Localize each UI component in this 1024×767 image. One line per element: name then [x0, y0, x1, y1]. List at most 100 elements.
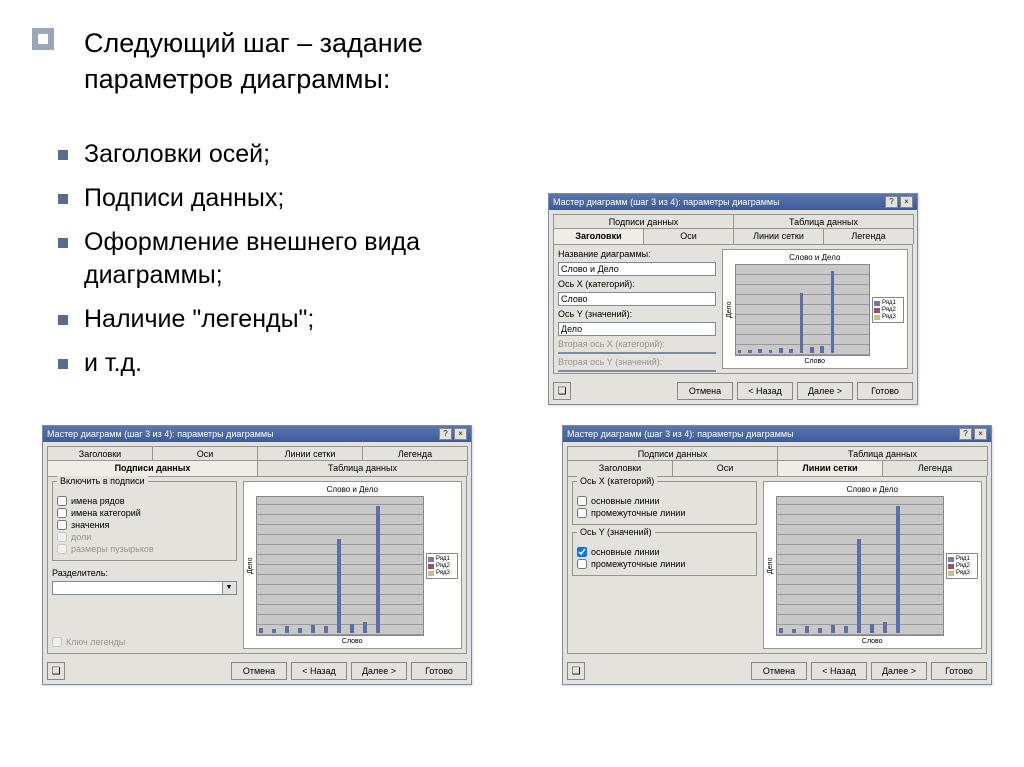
- tab-titles[interactable]: Заголовки: [567, 460, 673, 476]
- y-axis-group: Ось Y (значений) основные линии промежут…: [572, 532, 757, 576]
- preview-title: Слово и Дело: [726, 253, 905, 262]
- x-major-checkbox[interactable]: основные линии: [577, 496, 752, 506]
- help-button[interactable]: ?: [959, 428, 972, 440]
- y-minor-checkbox[interactable]: промежуточные линии: [577, 559, 752, 569]
- preview-title: Слово и Дело: [767, 485, 979, 494]
- y-axis-input[interactable]: Дело: [558, 322, 716, 336]
- preview-bar: [805, 626, 810, 633]
- tab-legend[interactable]: Легенда: [882, 460, 988, 476]
- bullet-item: Наличие "легенды";: [58, 303, 458, 337]
- preview-bar: [272, 629, 277, 633]
- preview-plot: [776, 496, 945, 636]
- preview-bar: [738, 350, 742, 353]
- separator-combo[interactable]: ▼: [52, 581, 237, 595]
- tab-axes[interactable]: Оси: [672, 460, 778, 476]
- x-axis-input[interactable]: Слово: [558, 292, 716, 306]
- y-major-checkbox[interactable]: основные линии: [577, 547, 752, 557]
- tab-axes[interactable]: Оси: [643, 228, 734, 244]
- cancel-button[interactable]: Отмена: [751, 662, 807, 680]
- bullet-text: Наличие "легенды";: [84, 303, 314, 337]
- next-button[interactable]: Далее >: [871, 662, 927, 680]
- group-title: Ось X (категорий): [577, 476, 657, 486]
- preview-bar: [324, 626, 329, 633]
- preview-bar: [831, 625, 836, 633]
- preview-bar: [844, 626, 849, 633]
- help-button[interactable]: ?: [439, 428, 452, 440]
- preview-bar: [779, 628, 784, 633]
- preview-bar: [363, 622, 368, 633]
- x-minor-checkbox[interactable]: промежуточные линии: [577, 508, 752, 518]
- bullet-icon: [58, 315, 68, 325]
- help-button[interactable]: ?: [885, 196, 898, 208]
- tab-data-table[interactable]: Таблица данных: [257, 460, 468, 476]
- dialog-data-labels: Мастер диаграмм (шаг 3 из 4): параметры …: [42, 425, 472, 685]
- label-option-checkbox: доли: [57, 532, 232, 542]
- bullet-item: Подписи данных;: [58, 182, 458, 216]
- dialog-gridlines: Мастер диаграмм (шаг 3 из 4): параметры …: [562, 425, 992, 685]
- preview-x-label: Слово: [767, 638, 979, 645]
- bullet-item: Оформление внешнего вида диаграммы;: [58, 226, 458, 294]
- cancel-button[interactable]: Отмена: [677, 382, 733, 400]
- label-option-checkbox[interactable]: имена рядов: [57, 496, 232, 506]
- include-in-labels-group: Включить в подписи имена рядов имена кат…: [52, 481, 237, 561]
- preview-bar: [337, 539, 342, 633]
- label-option-checkbox: размеры пузырьков: [57, 544, 232, 554]
- tab-gridlines[interactable]: Линии сетки: [733, 228, 824, 244]
- chart-preview: Слово и ДелоДелоРяд1Ряд2Ряд3Слово: [243, 481, 463, 649]
- label-option-checkbox[interactable]: значения: [57, 520, 232, 530]
- tab-legend[interactable]: Легенда: [823, 228, 914, 244]
- headline-text: Следующий шаг – задание параметров диагр…: [84, 25, 424, 98]
- close-button[interactable]: ×: [454, 428, 467, 440]
- close-button[interactable]: ×: [974, 428, 987, 440]
- preview-bar: [376, 506, 381, 633]
- chart-preview: Слово и ДелоДелоРяд1Ряд2Ряд3Слово: [763, 481, 983, 649]
- titlebar[interactable]: Мастер диаграмм (шаг 3 из 4): параметры …: [563, 426, 991, 442]
- preview-bar: [789, 349, 793, 353]
- office-assistant-button[interactable]: ❏: [47, 662, 65, 680]
- tab-gridlines[interactable]: Линии сетки: [777, 460, 883, 476]
- next-button[interactable]: Далее >: [351, 662, 407, 680]
- back-button[interactable]: < Назад: [737, 382, 793, 400]
- next-button[interactable]: Далее >: [797, 382, 853, 400]
- back-button[interactable]: < Назад: [291, 662, 347, 680]
- preview-bar: [820, 346, 824, 353]
- x2-axis-input: [558, 352, 716, 354]
- chart-title-input[interactable]: Слово и Дело: [558, 262, 716, 276]
- tab-data-labels[interactable]: Подписи данных: [47, 460, 258, 476]
- preview-title: Слово и Дело: [247, 485, 459, 494]
- bullet-text: Оформление внешнего вида диаграммы;: [84, 226, 458, 294]
- tab-titles[interactable]: Заголовки: [553, 228, 644, 244]
- preview-bar: [896, 506, 901, 633]
- preview-plot: [256, 496, 425, 636]
- chart-title-label: Название диаграммы:: [558, 249, 716, 259]
- preview-plot: [735, 264, 871, 356]
- bullet-icon: [58, 359, 68, 369]
- window-title: Мастер диаграмм (шаг 3 из 4): параметры …: [553, 194, 883, 210]
- finish-button[interactable]: Готово: [411, 662, 467, 680]
- label-option-checkbox[interactable]: имена категорий: [57, 508, 232, 518]
- legend-key-checkbox: Ключ легенды: [52, 637, 237, 647]
- titlebar[interactable]: Мастер диаграмм (шаг 3 из 4): параметры …: [549, 194, 917, 210]
- preview-bar: [350, 624, 355, 633]
- bullet-icon: [58, 238, 68, 248]
- back-button[interactable]: < Назад: [811, 662, 867, 680]
- x2-axis-label: Вторая ось X (категорий):: [558, 339, 716, 349]
- office-assistant-button[interactable]: ❏: [567, 662, 585, 680]
- bullet-icon: [58, 150, 68, 160]
- office-assistant-button[interactable]: ❏: [553, 382, 571, 400]
- chevron-down-icon[interactable]: ▼: [223, 581, 237, 595]
- bullet-item: Заголовки осей;: [58, 138, 458, 172]
- group-title: Включить в подписи: [57, 476, 148, 486]
- window-title: Мастер диаграмм (шаг 3 из 4): параметры …: [567, 426, 957, 442]
- finish-button[interactable]: Готово: [931, 662, 987, 680]
- preview-bar: [298, 628, 303, 633]
- separator-label: Разделитель:: [52, 568, 237, 578]
- preview-bar: [758, 349, 762, 353]
- finish-button[interactable]: Готово: [857, 382, 913, 400]
- preview-x-label: Слово: [726, 358, 905, 365]
- titlebar[interactable]: Мастер диаграмм (шаг 3 из 4): параметры …: [43, 426, 471, 442]
- close-button[interactable]: ×: [900, 196, 913, 208]
- preview-bar: [818, 628, 823, 633]
- cancel-button[interactable]: Отмена: [231, 662, 287, 680]
- preview-y-label: Дело: [726, 264, 733, 356]
